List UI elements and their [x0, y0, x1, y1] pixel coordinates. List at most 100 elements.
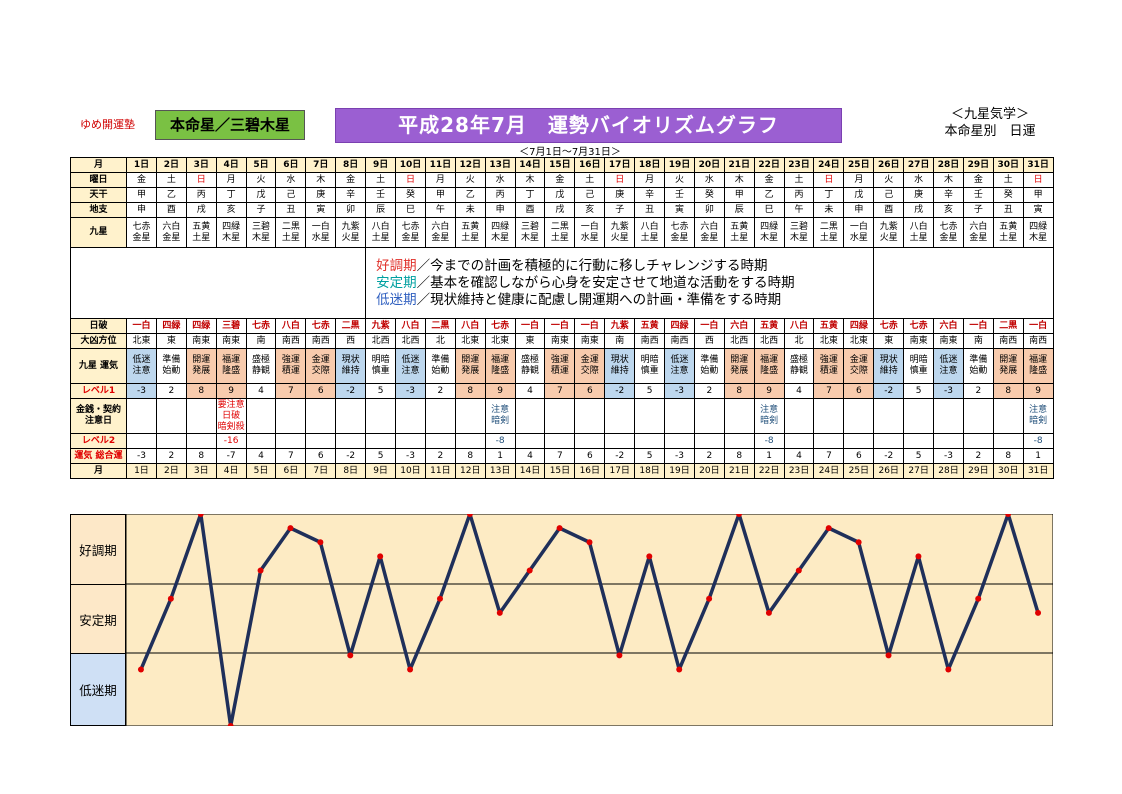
nichiha-cell: 七赤: [903, 318, 935, 334]
sougou-cell: 6: [305, 448, 337, 464]
series-segment: [856, 540, 891, 658]
tenkan-cell: 己: [275, 187, 307, 203]
unki-cell: 明暗 慎重: [365, 348, 397, 384]
chishi-cell: 酉: [514, 202, 546, 218]
legend-blank-right: [873, 247, 1054, 319]
row-date-bottom: 月 1日 2日 3日 4日 5日 6日 7日 8日 9日 10日 11日 12日 13日 14日 15日 16日…: [70, 463, 1054, 479]
chishi-cell: 子: [604, 202, 636, 218]
series-segment: [557, 526, 592, 545]
kyusei-line1: ＜九星気学＞: [950, 107, 1029, 122]
weekday-cell: 火: [454, 172, 486, 188]
nichiha-cell: 四緑: [155, 318, 187, 334]
data-point-5日: [257, 567, 264, 574]
tenkan-cell: 丁: [215, 187, 247, 203]
series-segment: [886, 554, 921, 658]
sougou-cell: 6: [574, 448, 606, 464]
unki-cell: 明暗 慎重: [634, 348, 666, 384]
level1-cell: -3: [395, 383, 426, 399]
nichiha-cell: 六白: [933, 318, 964, 334]
daikyo-cell: 南西: [992, 333, 1024, 349]
series-segment: [976, 514, 1010, 601]
weekday-cell: 土: [783, 172, 815, 188]
series-segment: [468, 514, 502, 615]
kyusei-cell: 六白 金星: [693, 217, 725, 248]
weekday-cell: 木: [723, 172, 755, 188]
level1-cell: 6: [305, 383, 337, 399]
nichiha-cell: 一白: [544, 318, 576, 334]
level2-cell: [305, 433, 337, 449]
kinsen-cell: [604, 398, 636, 434]
kyusei-cell: 九紫 火星: [604, 217, 636, 248]
date-cell: 19日: [664, 157, 695, 173]
chishi-cell: 亥: [215, 202, 247, 218]
data-point-28日: [945, 666, 952, 673]
daikyo-cell: 北西: [723, 333, 755, 349]
tenkan-cell: 甲: [126, 187, 157, 203]
level1-cell: 7: [544, 383, 576, 399]
tenkan-cell: 己: [574, 187, 606, 203]
level2-cell: -16: [215, 433, 247, 449]
kyusei-cell: 六白 金星: [155, 217, 187, 248]
nichiha-cell: 八白: [454, 318, 486, 334]
daikyo-cell: 南: [962, 333, 994, 349]
kinsen-cell: [185, 398, 217, 434]
nichiha-cell: 九紫: [604, 318, 636, 334]
level1-cell: 2: [962, 383, 994, 399]
weekday-cell: 土: [365, 172, 397, 188]
kinsen-cell: [365, 398, 397, 434]
tenkan-cell: 癸: [693, 187, 725, 203]
date-bottom-cell: 7日: [305, 463, 337, 479]
fortune-table: 月 1日 2日 3日 4日 5日 6日 7日 8日 9日 10日 11日 12日 13日 14日 15日 16日…: [69, 157, 1054, 479]
level2-cell: [245, 433, 277, 449]
level2-cell: [424, 433, 456, 449]
series-segment: [408, 597, 442, 672]
weekday-cell: 木: [933, 172, 964, 188]
kinsen-cell: [843, 398, 875, 434]
unki-cell: 低迷 注意: [395, 348, 426, 384]
date-cell: 25日: [843, 157, 875, 173]
date-cell: 4日: [215, 157, 247, 173]
unki-cell: 盛極 静観: [783, 348, 815, 384]
nichiha-cell: 一白: [962, 318, 994, 334]
chishi-cell: 申: [126, 202, 157, 218]
unki-cell: 福運 隆盛: [1022, 348, 1054, 384]
series-segment: [767, 568, 801, 615]
nichiha-cell: 五黄: [634, 318, 666, 334]
series-segment: [587, 540, 622, 658]
data-point-29日: [975, 595, 982, 602]
level1-cell: -3: [664, 383, 695, 399]
date-cell: 18日: [634, 157, 666, 173]
date-cell: 21日: [723, 157, 755, 173]
band-label-low: 低迷期: [70, 653, 126, 726]
band-label-stable: 安定期: [70, 584, 126, 654]
level1-cell: 8: [185, 383, 217, 399]
level2-cell: -8: [1022, 433, 1054, 449]
series-segment: [737, 514, 771, 615]
level2-cell: [664, 433, 695, 449]
sougou-cell: -3: [933, 448, 964, 464]
nichiha-cell: 二黒: [992, 318, 1024, 334]
series-segment: [677, 597, 711, 672]
level2-cell: [604, 433, 636, 449]
nichiha-cell: 一白: [126, 318, 157, 334]
chishi-cell: 寅: [664, 202, 695, 218]
data-point-31日: [1035, 609, 1042, 616]
level1-cell: 4: [245, 383, 277, 399]
level1-cell: 5: [634, 383, 666, 399]
row-label-chishi: 地支: [70, 202, 127, 218]
kyusei-cell: 五黄 土星: [185, 217, 217, 248]
data-point-27日: [915, 553, 922, 560]
chishi-cell: 未: [454, 202, 486, 218]
row-tenkan: 天干甲乙丙丁戊己庚辛壬癸甲乙丙丁戊己庚辛壬癸甲乙丙丁戊己庚辛壬癸甲: [70, 187, 1054, 203]
series-segment: [707, 514, 741, 601]
sougou-cell: 5: [903, 448, 935, 464]
weekday-cell: 金: [753, 172, 785, 188]
tenkan-cell: 辛: [335, 187, 367, 203]
chishi-cell: 申: [484, 202, 516, 218]
row-label-daikyo: 大凶方位: [70, 333, 127, 349]
chart-plot-area: [126, 514, 1053, 726]
kinsen-cell: [933, 398, 964, 434]
kinsen-cell: [245, 398, 277, 434]
date-cell: 31日: [1022, 157, 1054, 173]
kinsen-cell: [126, 398, 157, 434]
